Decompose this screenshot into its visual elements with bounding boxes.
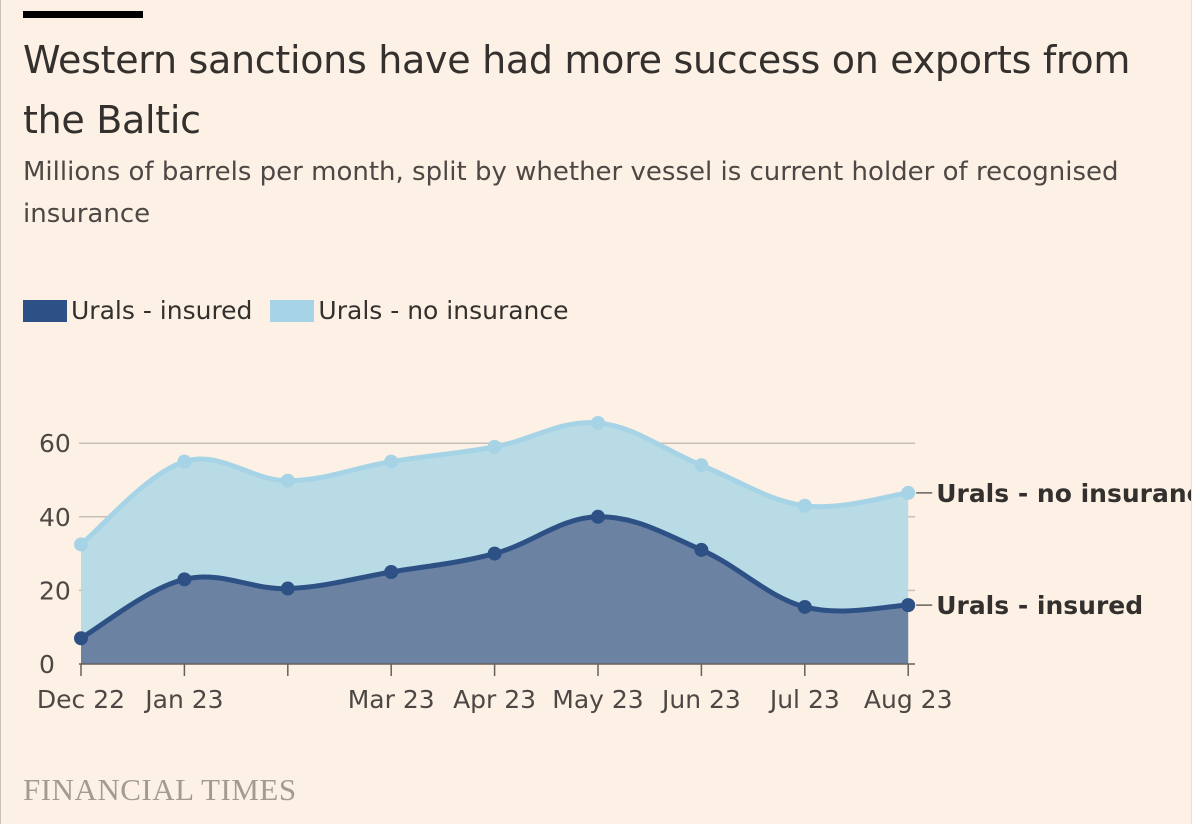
end-label-no-insurance: Urals - no insurance (936, 479, 1191, 508)
header-accent-bar (23, 11, 143, 18)
point-insured-3 (384, 565, 399, 579)
end-label-insured: Urals - insured (936, 591, 1143, 620)
y-tick-label-60: 60 (39, 429, 71, 458)
point-no-insurance-2 (280, 473, 295, 488)
x-tick-label-0: Dec 22 (37, 685, 125, 714)
point-no-insurance-1 (177, 454, 192, 469)
x-tick-label-4: Apr 23 (453, 685, 536, 714)
point-insured-8 (901, 598, 916, 613)
chart-title: Western sanctions have had more success … (23, 38, 1131, 142)
legend-swatch-insured (23, 299, 67, 322)
point-no-insurance-7 (797, 498, 812, 513)
legend: Urals - insured Urals - no insurance (23, 296, 587, 325)
point-insured-4 (487, 546, 502, 561)
point-no-insurance-3 (384, 454, 399, 469)
legend-label-no-insurance: Urals - no insurance (318, 296, 569, 325)
point-insured-1 (177, 572, 192, 587)
legend-item-no-insurance: Urals - no insurance (270, 296, 569, 325)
legend-item-insured: Urals - insured (23, 296, 252, 325)
area-chart: 0 20 40 60 Dec 22 Jan 23 Mar 23 Apr 23 May 23 Jun… (37, 415, 1191, 714)
point-insured-0 (74, 631, 88, 646)
point-insured-6 (694, 542, 709, 557)
x-tick-label-3: Mar 23 (348, 685, 435, 714)
point-no-insurance-6 (694, 458, 709, 473)
x-tick-label-1: Jan 23 (143, 685, 223, 714)
legend-label-insured: Urals - insured (71, 296, 253, 325)
x-tick-label-5: May 23 (552, 685, 643, 714)
y-tick-label-20: 20 (39, 576, 71, 605)
x-tick-label-8: Aug 23 (864, 685, 953, 714)
point-no-insurance-0 (74, 537, 88, 552)
point-insured-2 (280, 581, 295, 596)
x-tick-label-6: Jun 23 (660, 685, 741, 714)
point-no-insurance-8 (901, 485, 916, 500)
point-insured-5 (591, 509, 605, 524)
y-tick-label-0: 0 (39, 650, 55, 679)
chart-subtitle: Millions of barrels per month, split by … (23, 157, 1119, 229)
brand-logo: FINANCIAL TIMES (23, 772, 297, 807)
y-tick-label-40: 40 (39, 503, 71, 532)
point-no-insurance-4 (487, 439, 502, 454)
legend-swatch-no-insurance (270, 299, 315, 322)
point-no-insurance-5 (591, 415, 605, 430)
point-insured-7 (797, 599, 812, 614)
x-tick-label-7: Jul 23 (768, 685, 840, 714)
